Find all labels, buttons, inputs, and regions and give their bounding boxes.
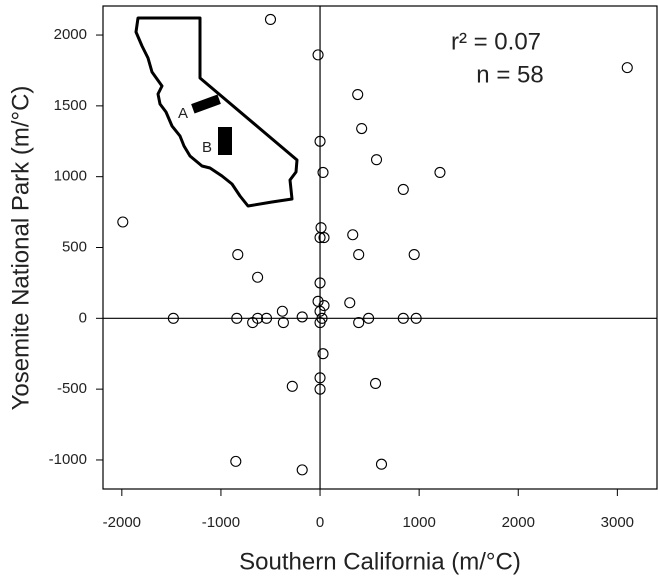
x-tick-label: 3000 xyxy=(601,514,634,531)
point xyxy=(314,277,326,289)
region-a xyxy=(191,94,221,114)
y-tick-label: 2000 xyxy=(54,26,87,43)
point xyxy=(252,312,264,324)
point xyxy=(347,229,359,241)
x-tick-label: -2000 xyxy=(103,514,141,531)
y-tick-label: 0 xyxy=(79,309,87,326)
point xyxy=(314,135,326,147)
point xyxy=(363,312,375,324)
x-tick-label: 2000 xyxy=(502,514,535,531)
x-tick-label: 0 xyxy=(316,514,324,531)
point xyxy=(296,311,308,323)
y-tick-label: -1000 xyxy=(49,451,87,468)
annotation: n = 58 xyxy=(476,61,543,88)
point xyxy=(317,166,329,178)
point xyxy=(315,222,327,234)
y-axis-label: Yosemite National Park (m/°C) xyxy=(7,86,34,411)
map-label: A xyxy=(178,105,188,122)
y-tick-label: 1500 xyxy=(54,97,87,114)
point xyxy=(264,13,277,26)
point xyxy=(252,271,264,283)
point xyxy=(353,249,365,261)
x-tick-label: -1000 xyxy=(202,514,240,531)
point xyxy=(312,49,324,61)
point xyxy=(317,348,329,360)
point xyxy=(314,305,326,317)
point xyxy=(397,183,409,195)
y-tick-label: 1000 xyxy=(54,168,87,185)
point xyxy=(375,458,388,470)
point xyxy=(296,464,308,476)
y-tick-label: 500 xyxy=(62,238,87,255)
point xyxy=(353,317,365,329)
state-outline xyxy=(134,16,299,208)
point xyxy=(318,232,330,244)
map-label: B xyxy=(202,139,212,156)
point xyxy=(260,312,273,324)
point xyxy=(410,312,422,324)
point xyxy=(370,154,383,166)
point xyxy=(314,372,326,384)
region-b xyxy=(218,127,232,155)
x-axis-label: Southern California (m/°C) xyxy=(239,548,521,575)
point xyxy=(621,62,633,74)
point xyxy=(276,305,288,317)
point xyxy=(277,317,289,329)
point xyxy=(286,380,298,392)
point xyxy=(397,312,409,324)
point xyxy=(231,312,243,324)
point xyxy=(167,312,179,324)
point xyxy=(369,377,382,390)
point xyxy=(314,383,326,395)
point xyxy=(314,317,326,329)
point xyxy=(344,297,356,309)
point xyxy=(232,249,244,261)
point xyxy=(352,88,364,101)
y-tick-label: -500 xyxy=(57,380,87,397)
point xyxy=(314,232,326,244)
x-tick-label: 1000 xyxy=(402,514,435,531)
california-map: A B xyxy=(134,16,299,208)
point xyxy=(356,122,368,135)
annotation: r² = 0.07 xyxy=(451,28,541,55)
point xyxy=(117,216,129,228)
point xyxy=(434,166,446,178)
point xyxy=(408,249,420,261)
point xyxy=(230,455,242,467)
point xyxy=(318,300,330,312)
